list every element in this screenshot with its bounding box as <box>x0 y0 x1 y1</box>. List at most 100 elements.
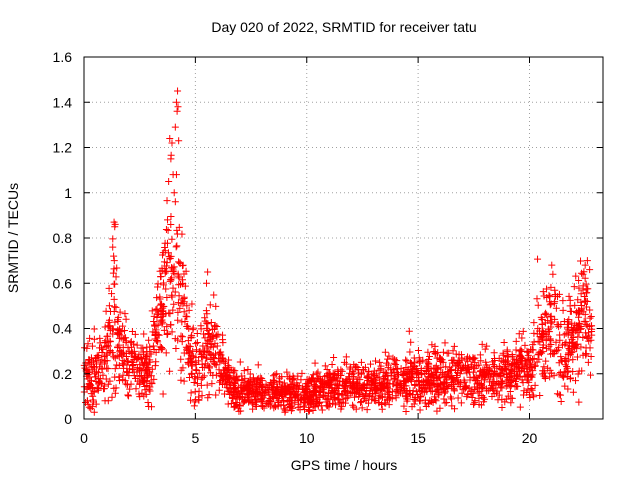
data-point <box>157 273 165 281</box>
data-point <box>209 325 217 333</box>
data-point <box>253 390 261 398</box>
data-point <box>470 400 478 408</box>
data-point <box>394 389 402 397</box>
x-tick-label: 15 <box>410 430 426 446</box>
data-point <box>546 313 554 321</box>
data-point <box>321 362 329 370</box>
data-point <box>458 364 466 372</box>
data-point <box>475 361 483 369</box>
data-point <box>474 389 482 397</box>
data-point <box>237 383 245 391</box>
data-point <box>323 402 331 410</box>
data-point <box>425 377 433 385</box>
data-point <box>420 378 428 386</box>
data-point <box>151 330 159 338</box>
data-point <box>462 384 470 392</box>
data-point <box>358 404 366 412</box>
data-point <box>148 379 156 387</box>
data-point <box>403 357 411 365</box>
data-point <box>159 251 167 259</box>
data-point <box>377 362 385 370</box>
data-point <box>575 367 583 375</box>
data-point <box>220 358 228 366</box>
data-point <box>448 395 456 403</box>
data-point <box>258 383 266 391</box>
data-point <box>518 334 526 342</box>
data-point <box>172 243 180 251</box>
data-point <box>96 334 104 342</box>
data-point <box>317 386 325 394</box>
data-point <box>129 361 137 369</box>
data-point <box>581 261 589 269</box>
data-point <box>366 387 374 395</box>
data-point <box>150 312 158 320</box>
data-point <box>378 405 386 413</box>
data-point <box>119 335 127 343</box>
data-point <box>288 376 296 384</box>
data-point <box>95 379 103 387</box>
data-point <box>408 374 416 382</box>
data-point <box>99 345 107 353</box>
data-point <box>470 374 478 382</box>
data-point <box>156 295 164 303</box>
data-point <box>571 301 579 309</box>
data-point <box>553 390 561 398</box>
data-point <box>215 386 223 394</box>
data-point <box>445 349 453 357</box>
data-point <box>119 356 127 364</box>
data-point <box>189 347 197 355</box>
data-point <box>102 375 110 383</box>
data-point <box>439 368 447 376</box>
data-point <box>322 398 330 406</box>
data-point <box>573 309 581 317</box>
data-point <box>463 369 471 377</box>
data-point <box>528 386 536 394</box>
data-point <box>211 360 219 368</box>
data-point <box>498 366 506 374</box>
data-point <box>166 134 174 142</box>
data-point <box>584 358 592 366</box>
data-point <box>337 371 345 379</box>
data-point <box>391 374 399 382</box>
data-point <box>586 306 594 314</box>
data-point <box>534 301 542 309</box>
y-tick-label: 0.2 <box>53 366 73 382</box>
data-point <box>549 270 557 278</box>
data-point <box>555 343 563 351</box>
data-point <box>143 352 151 360</box>
data-point <box>273 370 281 378</box>
data-point <box>190 402 198 410</box>
data-point <box>384 355 392 363</box>
data-point <box>539 331 547 339</box>
data-point <box>528 373 536 381</box>
data-point <box>406 390 414 398</box>
data-point <box>123 361 131 369</box>
data-point <box>512 337 520 345</box>
data-point <box>506 387 514 395</box>
data-point <box>170 189 178 197</box>
data-point <box>167 155 175 163</box>
data-point <box>368 395 376 403</box>
data-point <box>314 368 322 376</box>
data-point <box>144 364 152 372</box>
data-point <box>177 366 185 374</box>
data-point <box>581 274 589 282</box>
data-point <box>281 391 289 399</box>
data-point <box>556 331 564 339</box>
data-point <box>406 359 414 367</box>
data-point <box>513 382 521 390</box>
data-point <box>113 264 121 272</box>
data-point <box>393 381 401 389</box>
data-point <box>516 403 524 411</box>
data-point <box>252 384 260 392</box>
data-point <box>168 328 176 336</box>
data-point <box>114 329 122 337</box>
data-point <box>303 375 311 383</box>
data-point <box>346 378 354 386</box>
data-point <box>363 406 371 414</box>
data-point <box>140 330 148 338</box>
data-point <box>365 399 373 407</box>
data-point <box>399 377 407 385</box>
data-point <box>116 308 124 316</box>
data-point <box>407 338 415 346</box>
